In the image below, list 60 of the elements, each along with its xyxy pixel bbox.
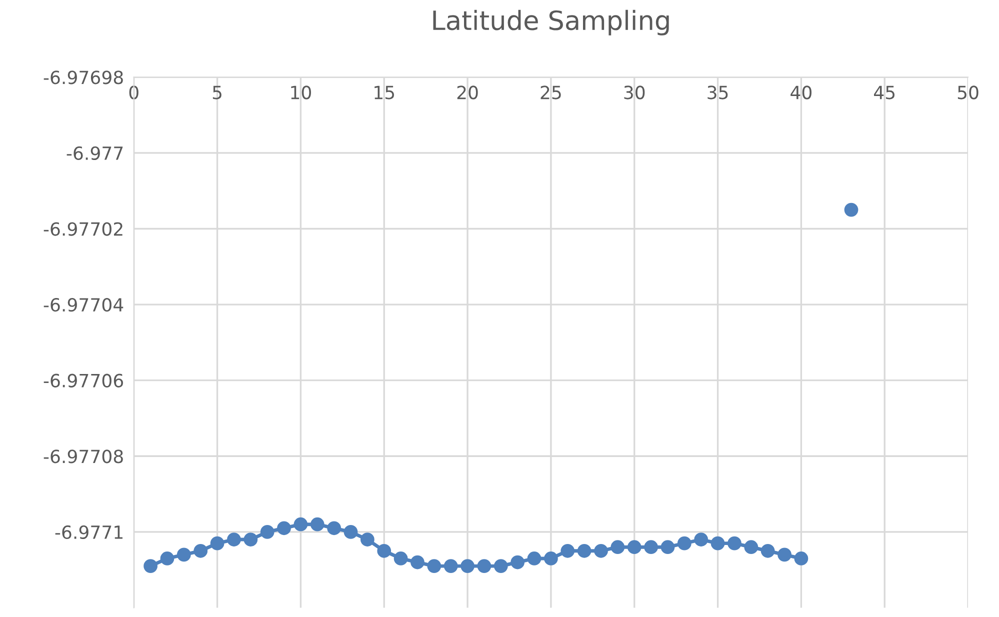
point [310,517,324,532]
point [660,540,675,554]
point [477,559,492,573]
point [744,540,758,554]
point [394,552,408,566]
point [677,536,692,550]
point [194,544,208,558]
point [510,555,525,570]
x-tick-label: 10 [291,86,311,100]
point [644,540,658,554]
point [444,559,458,573]
point [627,540,642,554]
point [176,548,191,562]
point [294,517,308,532]
point [494,559,508,573]
x-tick-label: 35 [708,86,728,100]
x-tick-label: 20 [457,86,478,100]
x-tick-label: 5 [212,86,222,100]
point [427,559,442,573]
point [760,544,775,558]
point [377,544,392,558]
x-tick-label: 40 [790,86,812,100]
point [410,555,424,570]
x-tick-label: 25 [540,86,561,100]
point [460,559,474,573]
point [694,532,708,546]
y-tick-label: -6.97698 [44,70,123,84]
x-tick-label: 15 [374,86,394,100]
y-tick-label: -6.9771 [55,525,122,540]
point [144,559,158,573]
x-tick-label: 30 [624,86,645,100]
point [360,532,374,546]
point [728,536,742,550]
point [244,532,258,546]
point [544,552,558,566]
point [327,521,342,536]
chart-title: Latitude Sampling [433,10,669,36]
x-tick-label: 50 [958,86,978,100]
point [210,536,224,550]
point [277,521,291,536]
point [710,536,725,550]
point [778,548,792,562]
point [594,544,608,558]
y-tick-label: -6.97704 [44,298,124,312]
point [527,552,542,566]
x-tick-label: 45 [874,86,895,100]
x-tick-label: 0 [129,86,138,100]
y-tick-label: -6.97706 [44,374,124,388]
point [794,552,808,566]
point [227,532,241,546]
y-tick-label: -6.97702 [44,222,122,236]
y-tick-label: -6.97708 [44,450,123,464]
point [844,202,858,217]
point [560,544,575,558]
y-tick-label: -6.977 [66,146,123,160]
point [260,524,274,539]
point [344,524,358,539]
point [610,540,625,554]
point [160,552,174,566]
point [577,544,592,558]
